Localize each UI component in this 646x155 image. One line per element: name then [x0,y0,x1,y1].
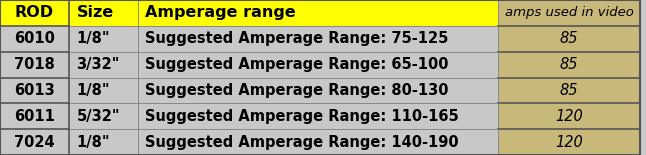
Bar [138,129,499,155]
Bar [68,103,138,129]
Bar [499,129,640,155]
Bar [0,26,68,52]
Text: 5/32": 5/32" [77,109,120,124]
Bar [499,52,640,78]
Text: Suggested Amperage Range: 80-130: Suggested Amperage Range: 80-130 [145,83,449,98]
Text: amps used in video: amps used in video [505,6,633,19]
Text: 85: 85 [559,31,578,46]
Text: Suggested Amperage Range: 140-190: Suggested Amperage Range: 140-190 [145,135,459,150]
Text: Suggested Amperage Range: 75-125: Suggested Amperage Range: 75-125 [145,31,449,46]
Bar [499,103,640,129]
Bar [0,52,68,78]
Bar [68,52,138,78]
Bar [68,0,138,26]
Text: 6011: 6011 [14,109,55,124]
Text: Amperage range: Amperage range [145,5,296,20]
Bar [68,129,138,155]
Text: 3/32": 3/32" [77,57,120,72]
Text: 1/8": 1/8" [77,135,110,150]
Bar [138,103,499,129]
Text: Suggested Amperage Range: 65-100: Suggested Amperage Range: 65-100 [145,57,449,72]
Text: Size: Size [77,5,114,20]
Text: 120: 120 [555,109,583,124]
Bar [138,52,499,78]
Text: 85: 85 [559,57,578,72]
Text: 7018: 7018 [14,57,55,72]
Bar [0,129,68,155]
Bar [68,78,138,103]
Bar [138,78,499,103]
Bar [0,0,68,26]
Text: 6010: 6010 [14,31,55,46]
Text: 1/8": 1/8" [77,31,110,46]
Bar [499,26,640,52]
Bar [499,78,640,103]
Bar [138,0,499,26]
Text: 85: 85 [559,83,578,98]
Text: ROD: ROD [15,5,54,20]
Bar [499,0,640,26]
Text: Suggested Amperage Range: 110-165: Suggested Amperage Range: 110-165 [145,109,459,124]
Text: 7024: 7024 [14,135,55,150]
Bar [0,78,68,103]
Bar [138,26,499,52]
Bar [0,103,68,129]
Text: 6013: 6013 [14,83,55,98]
Bar [68,26,138,52]
Text: 120: 120 [555,135,583,150]
Text: 1/8": 1/8" [77,83,110,98]
